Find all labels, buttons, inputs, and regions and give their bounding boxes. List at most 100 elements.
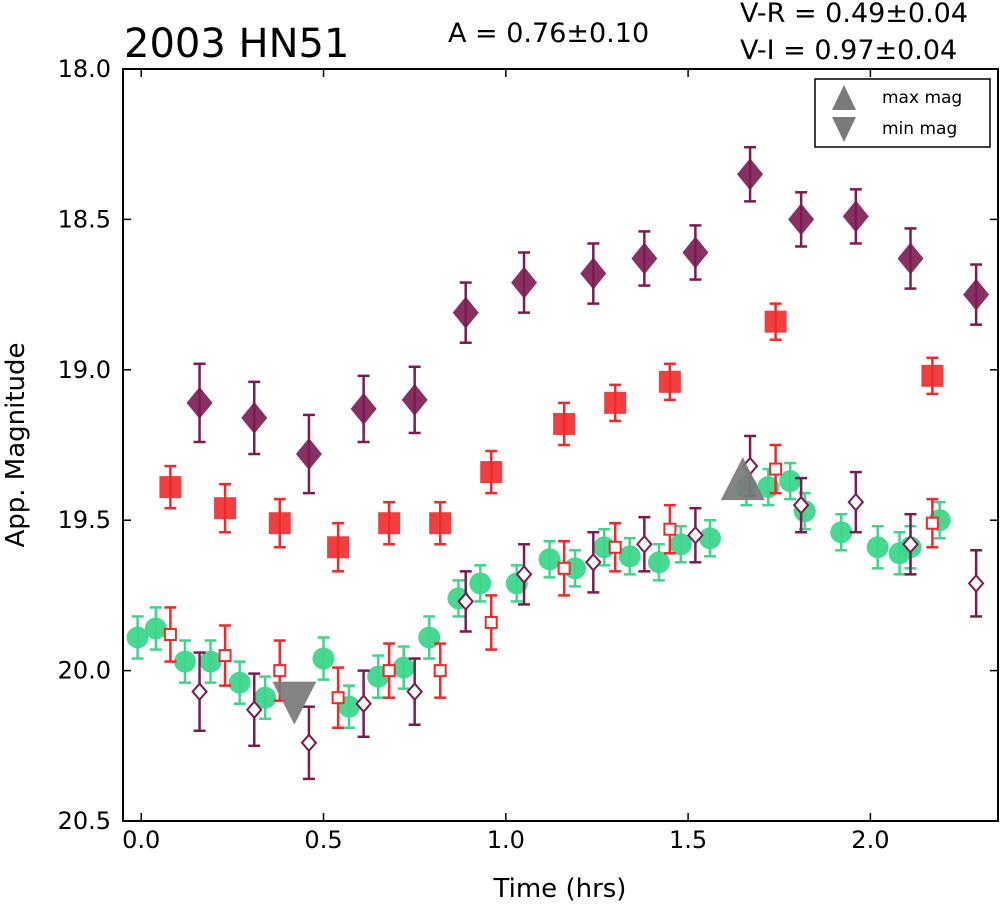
- data-point: [788, 203, 815, 236]
- data-point: [921, 364, 944, 387]
- data-point: [327, 536, 350, 559]
- data-point: [658, 370, 681, 393]
- data-point: [830, 521, 853, 544]
- y-tick-label-4: 20.0: [58, 657, 111, 685]
- data-point: [452, 296, 479, 329]
- data-point: [604, 391, 627, 414]
- data-point: [378, 512, 401, 535]
- y-tick-label-3: 19.5: [58, 506, 111, 534]
- y-axis-label: App. Magnitude: [1, 342, 31, 547]
- legend-min-mag-label: min mag: [882, 119, 957, 139]
- data-point: [295, 438, 322, 471]
- data-point: [163, 628, 177, 642]
- legend-min-mag-icon: [832, 117, 856, 142]
- data-point: [608, 540, 622, 554]
- series-6-triangle-down: [272, 681, 317, 725]
- data-point: [847, 492, 865, 512]
- data-point: [186, 386, 213, 419]
- series-2-circle-filled: [126, 461, 951, 730]
- data-point: [636, 534, 653, 554]
- axis-ticks: 0.0 0.5 1.0 1.5 2.0 18.0 18.5 19.0 19.5 20.0 20.5: [58, 55, 998, 854]
- y-tick-label-1: 18.5: [58, 205, 111, 233]
- data-point: [144, 617, 167, 640]
- legend: max mag min mag: [814, 78, 991, 148]
- data-point: [631, 242, 658, 275]
- data-point: [392, 656, 415, 679]
- data-point: [698, 527, 721, 550]
- series-5-triangle-up: [720, 457, 765, 501]
- x-tick-label-0: 0.0: [122, 826, 160, 854]
- plot-frame: [122, 68, 999, 822]
- data-point: [272, 681, 317, 725]
- plot-marks: [126, 145, 990, 781]
- data-point: [682, 236, 709, 269]
- data-point: [350, 392, 377, 425]
- data-point: [331, 691, 345, 705]
- data-point: [191, 682, 208, 702]
- data-point: [557, 561, 571, 575]
- data-point: [300, 733, 318, 753]
- data-point: [401, 383, 428, 416]
- data-point: [469, 572, 492, 595]
- series-1-square-filled: [159, 302, 944, 573]
- series-3-square-open: [163, 443, 939, 730]
- data-point: [669, 533, 692, 556]
- data-point: [214, 497, 237, 520]
- x-tick-label-3: 1.5: [669, 826, 707, 854]
- data-point: [199, 650, 222, 673]
- data-point: [897, 242, 924, 275]
- data-point: [382, 664, 396, 678]
- data-point: [126, 626, 149, 649]
- data-point: [312, 647, 335, 670]
- data-point: [663, 522, 677, 536]
- series-0-diamond-filled: [186, 145, 990, 495]
- data-point: [254, 686, 277, 709]
- data-point: [245, 700, 263, 720]
- chart-title: 2003 HN51: [124, 21, 349, 67]
- v-i-annotation: V-I = 0.97±0.04: [740, 35, 957, 66]
- data-point: [218, 649, 232, 663]
- data-point: [720, 457, 765, 501]
- v-r-annotation: V-R = 0.49±0.04: [740, 0, 968, 29]
- amplitude-annotation: A = 0.76±0.10: [448, 18, 649, 49]
- data-point: [737, 158, 764, 191]
- data-point: [484, 615, 498, 629]
- data-point: [779, 470, 802, 493]
- data-point: [159, 476, 182, 499]
- data-point: [553, 412, 576, 435]
- x-axis-label: Time (hrs): [493, 874, 627, 904]
- data-point: [515, 564, 533, 584]
- data-point: [173, 650, 196, 673]
- x-tick-label-2: 1.0: [487, 826, 525, 854]
- data-point: [866, 536, 889, 559]
- data-point: [902, 534, 919, 554]
- data-point: [457, 591, 475, 611]
- data-point: [406, 682, 423, 702]
- data-point: [842, 200, 869, 233]
- series-4-diamond-open: [191, 434, 985, 781]
- data-point: [429, 512, 452, 535]
- data-point: [511, 266, 538, 299]
- data-point: [769, 462, 783, 476]
- legend-max-mag-label: max mag: [882, 88, 962, 108]
- data-point: [268, 512, 291, 535]
- x-tick-label-1: 0.5: [304, 826, 342, 854]
- data-point: [418, 626, 441, 649]
- data-point: [580, 257, 607, 290]
- data-point: [538, 548, 561, 571]
- data-point: [433, 664, 447, 678]
- data-point: [647, 551, 670, 574]
- data-point: [355, 694, 372, 714]
- data-point: [967, 573, 985, 593]
- data-point: [792, 495, 810, 515]
- data-point: [241, 401, 268, 434]
- data-point: [228, 671, 251, 694]
- data-point: [273, 664, 287, 678]
- y-tick-label-2: 19.0: [58, 356, 111, 384]
- data-point: [618, 545, 641, 568]
- data-point: [480, 461, 503, 484]
- y-tick-label-0: 18.0: [58, 55, 111, 83]
- x-tick-label-4: 2.0: [851, 826, 889, 854]
- y-tick-label-5: 20.5: [58, 807, 111, 835]
